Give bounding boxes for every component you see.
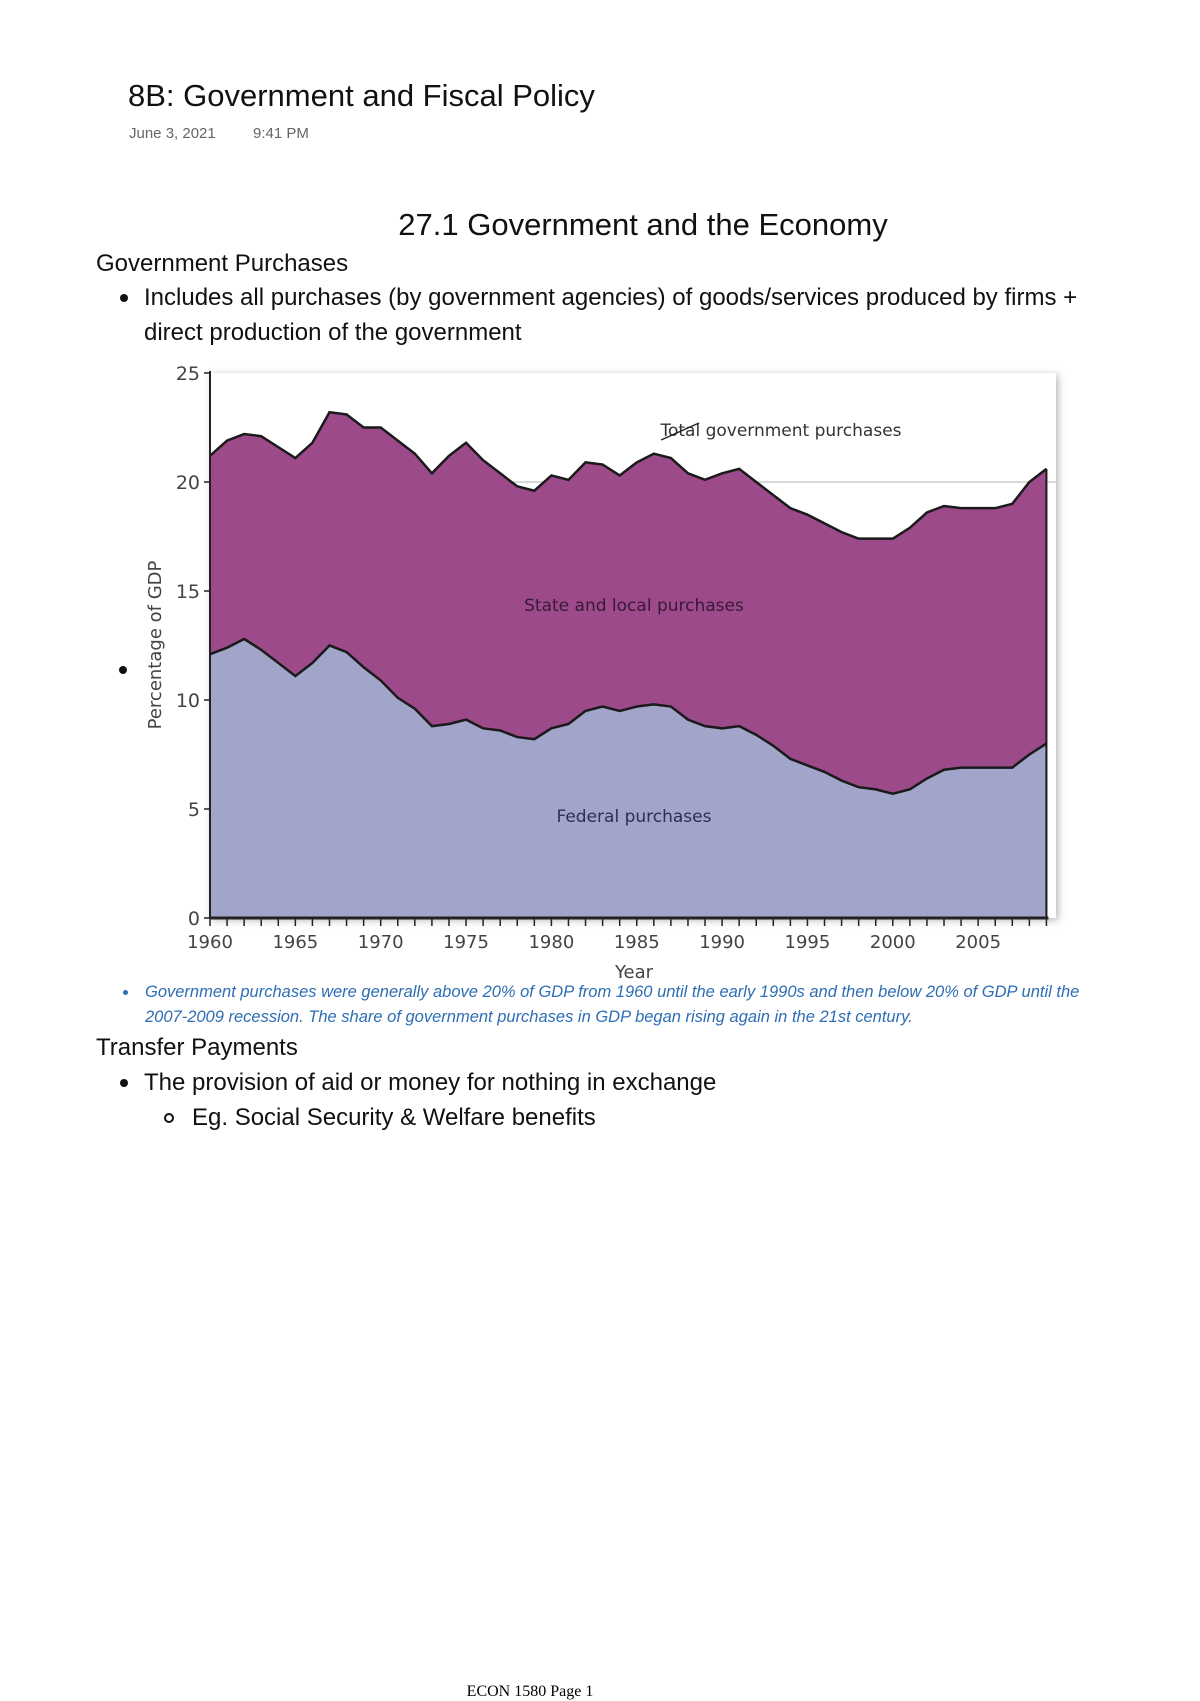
y-tick-label: 25 (176, 363, 200, 385)
gov-purchases-bullet-line1: Includes all purchases (by government ag… (144, 284, 1078, 311)
x-tick-label: 1980 (528, 932, 574, 953)
total-line (209, 410, 1048, 540)
x-tick-label: 1970 (358, 932, 404, 953)
section-heading: 27.1 Government and the Economy (398, 207, 888, 242)
x-tick-label: 2000 (870, 932, 916, 953)
x-tick-label: 1985 (614, 932, 660, 953)
gov-purchases-bullet-line2: direct production of the government (144, 319, 522, 346)
federal-line (209, 637, 1048, 796)
y-axis-label: Percentage of GDP (145, 560, 166, 729)
transfer-bullet: The provision of aid or money for nothin… (144, 1069, 717, 1096)
chart-caption-line2: 2007-2009 recession. The share of govern… (145, 1008, 913, 1026)
federal-area (210, 638, 1047, 918)
x-tick-label: 1975 (443, 932, 489, 953)
label-federal: Federal purchases (557, 807, 712, 827)
bullet-icon (120, 294, 128, 302)
gov-purchases-heading: Government Purchases (96, 250, 349, 277)
y-tick-label: 0 (188, 908, 200, 930)
page-time: 9:41 PM (253, 125, 309, 142)
label-state-local: State and local purchases (524, 596, 744, 616)
page-date: June 3, 2021 (129, 125, 216, 142)
bullet-icon (119, 666, 127, 674)
transfer-payments-heading: Transfer Payments (96, 1034, 298, 1061)
x-tick-label: 1995 (785, 932, 831, 953)
sub-bullet-icon (164, 1113, 174, 1123)
page-footer: ECON 1580 Page 1 (466, 1683, 594, 1700)
page-title: 8B: Government and Fiscal Policy (128, 78, 595, 113)
x-tick-label: 1990 (699, 932, 745, 953)
x-tick-label: 1965 (272, 932, 318, 953)
x-axis-label: Year (614, 962, 654, 983)
chart-caption-line1: Government purchases were generally abov… (145, 983, 1080, 1001)
x-tick-label: 1960 (187, 932, 233, 953)
x-tick-label: 2005 (955, 932, 1001, 953)
transfer-sub-bullet: Eg. Social Security & Welfare benefits (192, 1104, 596, 1131)
y-tick-label: 10 (176, 690, 200, 712)
bullet-icon (120, 1079, 128, 1087)
label-total: Total government purchases (659, 421, 901, 441)
y-tick-label: 20 (176, 472, 200, 494)
y-tick-label: 5 (188, 799, 200, 821)
total-leader-line (660, 422, 700, 441)
y-tick-label: 15 (176, 581, 200, 603)
caption-bullet-icon (123, 990, 128, 995)
